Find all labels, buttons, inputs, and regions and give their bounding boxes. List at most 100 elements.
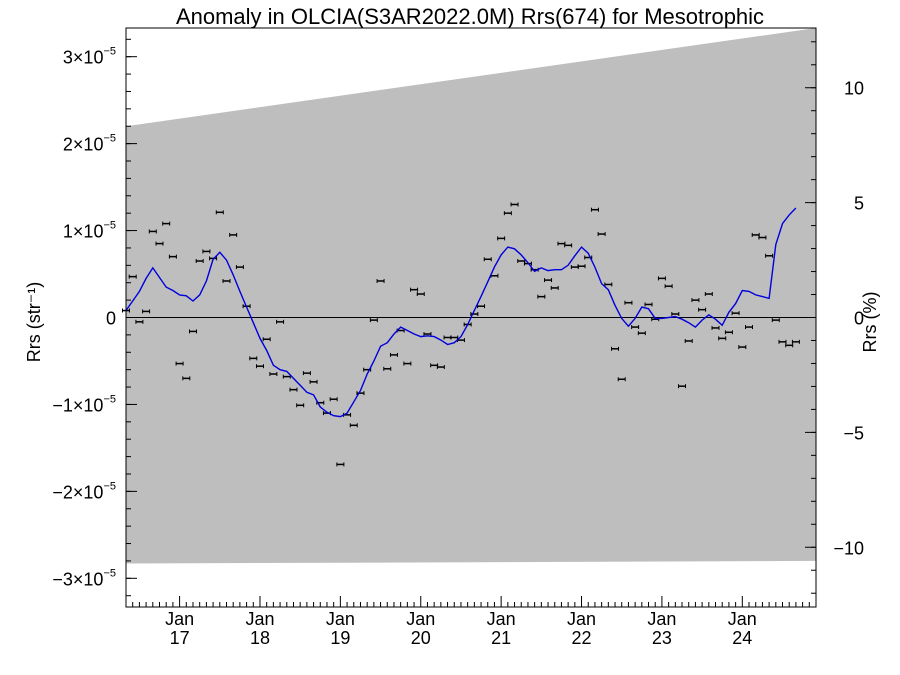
data-point bbox=[771, 318, 780, 323]
data-point bbox=[678, 384, 687, 389]
y-left-tick-label: 3×10−5 bbox=[63, 46, 116, 68]
data-point bbox=[597, 232, 606, 237]
y-left-tick-label: −3×10−5 bbox=[52, 567, 116, 589]
data-point bbox=[785, 343, 794, 348]
data-point bbox=[765, 253, 774, 258]
y-right-tick-label: 5 bbox=[854, 194, 864, 214]
data-point bbox=[724, 330, 733, 335]
data-point bbox=[631, 325, 640, 330]
range-band bbox=[126, 28, 816, 564]
data-point bbox=[738, 345, 747, 350]
data-point bbox=[249, 356, 258, 361]
y-left-axis-title: Rrs (str⁻¹) bbox=[24, 282, 44, 362]
data-point bbox=[611, 346, 620, 351]
data-point bbox=[289, 387, 298, 392]
data-point bbox=[483, 257, 492, 262]
data-point bbox=[369, 318, 378, 323]
data-point bbox=[142, 309, 151, 314]
data-point bbox=[537, 294, 546, 299]
data-point bbox=[671, 312, 680, 317]
data-point bbox=[745, 325, 754, 330]
y-left-axis: 3×10−5 2×10−5 1×10−5 0 −1×10−5 −2×10−5 −3×10−5 bbox=[52, 38, 137, 597]
data-point bbox=[644, 302, 653, 307]
data-point bbox=[175, 361, 184, 366]
data-point bbox=[128, 274, 137, 279]
data-point bbox=[148, 229, 157, 234]
data-point bbox=[664, 284, 673, 289]
data-point bbox=[624, 300, 633, 305]
x-tick-month: Jan bbox=[487, 609, 516, 629]
data-point bbox=[329, 397, 338, 402]
data-point bbox=[222, 278, 231, 283]
x-tick-month: Jan bbox=[165, 609, 194, 629]
data-point bbox=[503, 211, 512, 216]
data-point bbox=[436, 365, 445, 370]
data-point bbox=[336, 462, 345, 467]
data-point bbox=[791, 339, 800, 344]
data-point bbox=[376, 278, 385, 283]
data-point bbox=[758, 235, 767, 240]
data-point bbox=[168, 254, 177, 259]
data-point bbox=[410, 287, 419, 292]
data-point bbox=[389, 352, 398, 357]
x-tick-year: 23 bbox=[652, 628, 672, 648]
data-point bbox=[276, 319, 285, 324]
data-points bbox=[122, 202, 800, 467]
data-point bbox=[698, 307, 707, 312]
y-right-tick-label: −5 bbox=[843, 423, 864, 443]
data-point bbox=[309, 379, 318, 384]
data-point bbox=[215, 210, 224, 215]
data-point bbox=[637, 331, 646, 336]
data-point bbox=[188, 329, 197, 334]
data-point bbox=[195, 258, 204, 263]
data-point bbox=[349, 423, 358, 428]
x-tick-year: 22 bbox=[572, 628, 592, 648]
data-point bbox=[617, 377, 626, 382]
data-point bbox=[711, 325, 720, 330]
data-point bbox=[182, 376, 191, 381]
data-point bbox=[162, 221, 171, 226]
x-tick-month: Jan bbox=[728, 609, 757, 629]
data-point bbox=[416, 292, 425, 297]
data-point bbox=[684, 338, 693, 343]
data-point bbox=[383, 366, 392, 371]
data-point bbox=[403, 361, 412, 366]
data-point bbox=[704, 292, 713, 297]
data-point bbox=[262, 337, 271, 342]
running-mean-line bbox=[125, 207, 797, 418]
data-point bbox=[296, 403, 305, 408]
y-left-tick-label: 2×10−5 bbox=[63, 133, 116, 155]
data-point bbox=[550, 285, 559, 290]
x-tick-month: Jan bbox=[567, 609, 596, 629]
y-left-tick-label: 0 bbox=[106, 309, 116, 329]
x-tick-month: Jan bbox=[326, 609, 355, 629]
data-point bbox=[577, 264, 586, 269]
data-point bbox=[778, 339, 787, 344]
chart-title: Anomaly in OLCIA(S3AR2022.0M) Rrs(674) f… bbox=[176, 4, 764, 29]
data-point bbox=[229, 232, 238, 237]
y-right-axis: 10 5 0 −5 −10 bbox=[805, 41, 864, 594]
x-tick-year: 20 bbox=[411, 628, 431, 648]
data-point bbox=[302, 371, 311, 376]
y-left-tick-label: 1×10−5 bbox=[63, 220, 116, 242]
x-tick-year: 18 bbox=[250, 628, 270, 648]
x-tick-year: 24 bbox=[732, 628, 752, 648]
y-right-tick-label: 0 bbox=[854, 309, 864, 329]
data-point bbox=[155, 241, 164, 246]
data-point bbox=[235, 265, 244, 270]
plot-area bbox=[122, 27, 817, 608]
y-left-tick-label: −1×10−5 bbox=[52, 393, 116, 415]
data-point bbox=[564, 243, 573, 248]
x-tick-month: Jan bbox=[406, 609, 435, 629]
x-tick-year: 19 bbox=[330, 628, 350, 648]
y-right-tick-label: 10 bbox=[844, 79, 864, 99]
data-point bbox=[718, 336, 727, 341]
x-tick-year: 17 bbox=[170, 628, 190, 648]
x-tick-year: 21 bbox=[491, 628, 511, 648]
data-point bbox=[731, 311, 740, 316]
data-point bbox=[255, 364, 264, 369]
data-point bbox=[544, 278, 553, 283]
y-left-tick-label: −2×10−5 bbox=[52, 480, 116, 502]
